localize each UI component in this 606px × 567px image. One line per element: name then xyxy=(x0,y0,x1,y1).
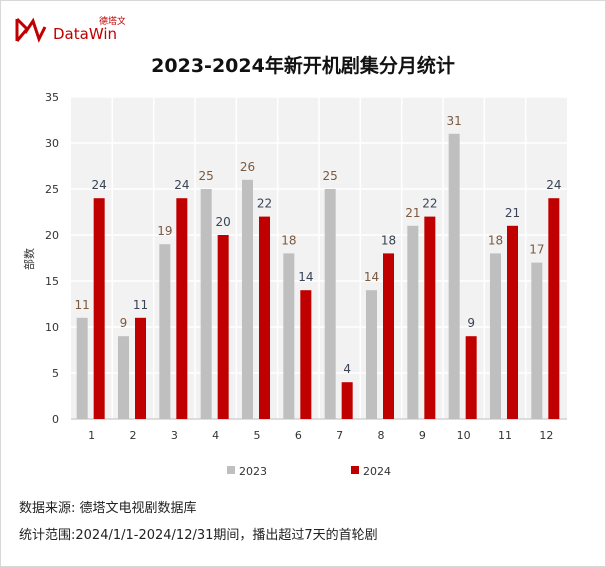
y-tick-label: 0 xyxy=(52,413,59,426)
y-tick-label: 15 xyxy=(45,275,59,288)
bar-2024 xyxy=(383,253,394,419)
data-label-2023: 18 xyxy=(281,233,296,247)
x-tick-label: 2 xyxy=(130,429,137,442)
data-label-2024: 22 xyxy=(422,197,437,211)
data-source-note: 数据来源: 德塔文电视剧数据库 xyxy=(19,501,197,516)
bar-2023 xyxy=(448,133,460,420)
bar-2023 xyxy=(159,244,171,419)
y-tick-label: 10 xyxy=(45,321,59,334)
bar-2023 xyxy=(366,290,377,419)
x-tick-label: 9 xyxy=(419,429,426,442)
bar-2024 xyxy=(424,216,436,419)
legend-label-2023: 2023 xyxy=(239,465,267,478)
bar-2023 xyxy=(200,189,212,419)
data-label-2023: 14 xyxy=(364,270,379,284)
data-label-2023: 17 xyxy=(529,243,544,257)
bar-2023 xyxy=(531,262,543,419)
x-tick-label: 6 xyxy=(295,429,302,442)
data-label-2024: 24 xyxy=(174,178,189,192)
data-label-2023: 25 xyxy=(199,169,214,183)
data-label-2024: 14 xyxy=(298,270,313,284)
bar-2024 xyxy=(93,198,105,419)
x-tick-label: 3 xyxy=(171,429,178,442)
data-range-note: 统计范围:2024/1/1-2024/12/31期间，播出超过7天的首轮剧 xyxy=(19,528,378,543)
data-label-2023: 26 xyxy=(240,160,255,174)
data-label-2023: 9 xyxy=(120,316,128,330)
bar-2023 xyxy=(242,179,253,419)
logo-en: DataWin xyxy=(53,25,117,43)
data-label-2023: 31 xyxy=(447,114,462,128)
data-label-2023: 19 xyxy=(157,224,172,238)
data-label-2024: 20 xyxy=(216,215,231,229)
bar-2023 xyxy=(490,253,501,419)
x-tick-label: 4 xyxy=(212,429,219,442)
data-label-2024: 24 xyxy=(92,178,107,192)
data-label-2023: 18 xyxy=(488,233,503,247)
data-label-2024: 21 xyxy=(505,206,520,220)
x-tick-label: 7 xyxy=(336,429,343,442)
bar-2023 xyxy=(283,253,295,419)
y-tick-label: 5 xyxy=(52,367,59,380)
data-label-2024: 24 xyxy=(546,178,561,192)
bar-chart: 05101520253035部数111242911319244252052622… xyxy=(22,91,567,478)
y-tick-label: 35 xyxy=(45,91,59,104)
bar-2024 xyxy=(217,235,229,419)
y-tick-label: 30 xyxy=(45,137,59,150)
bar-2024 xyxy=(465,336,477,419)
bar-2023 xyxy=(76,317,88,419)
logo-cn: 德塔文 xyxy=(99,15,125,27)
bar-2024 xyxy=(259,216,270,419)
bar-2023 xyxy=(324,189,336,419)
x-tick-label: 11 xyxy=(498,429,512,442)
x-tick-label: 8 xyxy=(378,429,385,442)
bar-2024 xyxy=(507,225,518,419)
data-label-2023: 25 xyxy=(323,169,338,183)
data-label-2024: 18 xyxy=(381,233,396,247)
x-tick-label: 1 xyxy=(88,429,95,442)
x-tick-label: 10 xyxy=(457,429,471,442)
legend-swatch-2024 xyxy=(351,466,359,474)
bar-2024 xyxy=(548,198,560,419)
bar-2024 xyxy=(176,198,188,419)
legend-label-2024: 2024 xyxy=(363,465,391,478)
y-axis-label: 部数 xyxy=(22,248,36,270)
data-label-2023: 21 xyxy=(405,206,420,220)
bar-2023 xyxy=(407,225,419,419)
data-label-2024: 22 xyxy=(257,197,272,211)
data-label-2024: 4 xyxy=(343,362,351,376)
x-tick-label: 12 xyxy=(539,429,553,442)
legend-swatch-2023 xyxy=(227,466,235,474)
y-tick-label: 25 xyxy=(45,183,59,196)
x-tick-label: 5 xyxy=(254,429,261,442)
bar-2023 xyxy=(118,336,129,419)
data-label-2024: 11 xyxy=(133,298,148,312)
bar-2024 xyxy=(135,317,146,419)
chart-title: 2023-2024年新开机剧集分月统计 xyxy=(151,55,455,77)
datawin-logo: 德塔文 DataWin xyxy=(15,15,125,43)
data-label-2023: 11 xyxy=(75,298,90,312)
data-label-2024: 9 xyxy=(467,316,475,330)
y-tick-label: 20 xyxy=(45,229,59,242)
bar-2024 xyxy=(300,290,312,419)
bar-2024 xyxy=(341,382,353,419)
